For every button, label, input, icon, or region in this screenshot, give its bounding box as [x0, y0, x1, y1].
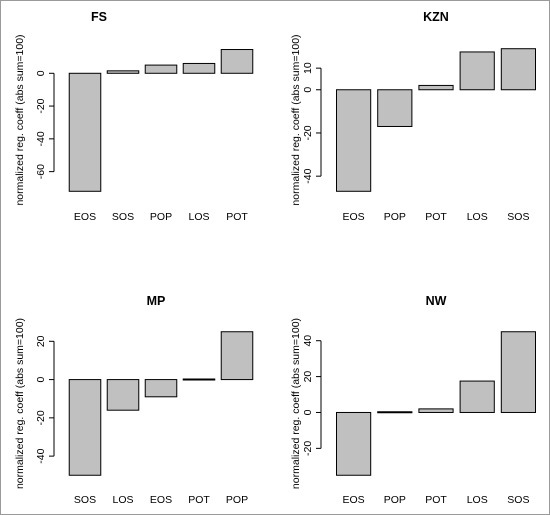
panel-title: KZN	[423, 10, 449, 24]
y-tick-label: 40	[302, 335, 314, 347]
bar-los	[459, 380, 495, 413]
x-category-label: EOS	[74, 211, 96, 223]
x-category-label: EOS	[150, 494, 172, 506]
bar-los	[182, 62, 216, 74]
y-tick-label: -40	[35, 131, 47, 146]
chart-panel-mp: MP normalized reg. coeff (abs sum=100) 20 0…	[14, 294, 254, 506]
x-category-label: LOS	[467, 494, 488, 506]
x-category-label: POP	[384, 211, 406, 223]
bar-los	[106, 379, 140, 411]
bar-eos	[336, 411, 372, 476]
panel-title: FS	[91, 10, 107, 24]
x-category-label: POP	[384, 494, 406, 506]
panel-title: MP	[147, 294, 166, 308]
x-category-label: POP	[226, 494, 248, 506]
y-tick-label: -40	[35, 448, 47, 463]
y-tick-label: 0	[302, 87, 314, 93]
bar-pot	[220, 49, 254, 74]
bar-los	[459, 51, 495, 91]
chart-panel-kzn: KZN normalized reg. coeff (abs sum=100) 10…	[290, 10, 536, 223]
y-tick-label: -20	[35, 98, 47, 113]
y-tick-label: -20	[302, 125, 314, 140]
y-tick-label: -40	[302, 168, 314, 183]
x-category-label: POT	[226, 211, 248, 223]
x-category-label: EOS	[343, 211, 365, 223]
bar-sos	[106, 70, 140, 74]
y-tick-label: -60	[35, 164, 47, 179]
y-axis-label: normalized reg. coeff (abs sum=100)	[290, 318, 302, 489]
bar-pot	[418, 84, 454, 91]
x-category-label: SOS	[507, 494, 529, 506]
x-category-label: SOS	[507, 211, 529, 223]
x-category-label: SOS	[112, 211, 134, 223]
x-category-label: POP	[150, 211, 172, 223]
y-tick-label: 10	[302, 62, 314, 74]
y-tick-label: -20	[35, 410, 47, 425]
chart-panel-fs: FS normalized reg. coeff (abs sum=100) 0 -2…	[14, 10, 254, 223]
bar-sos	[68, 379, 102, 476]
y-axis-label: normalized reg. coeff (abs sum=100)	[14, 318, 26, 489]
y-tick-label: -20	[302, 441, 314, 456]
bar-sos	[500, 48, 536, 91]
x-category-label: POT	[188, 494, 210, 506]
y-tick-label: 20	[35, 335, 47, 347]
chart-panel-nw: NW normalized reg. coeff (abs sum=100) 40 2…	[290, 294, 536, 506]
bar-pop	[377, 89, 413, 127]
bar-pop	[144, 64, 178, 74]
y-tick-label: 20	[302, 371, 314, 383]
bar-pop	[377, 411, 413, 414]
x-category-label: SOS	[74, 494, 96, 506]
y-tick-label: 0	[302, 409, 314, 415]
x-category-label: LOS	[188, 211, 209, 223]
bar-pot	[418, 408, 454, 413]
y-tick-label: 0	[35, 70, 47, 76]
y-axis-label: normalized reg. coeff (abs sum=100)	[14, 34, 26, 205]
bar-eos	[144, 379, 178, 398]
bar-pop	[220, 331, 254, 381]
x-category-label: POT	[425, 211, 447, 223]
bar-sos	[500, 331, 536, 413]
bar-eos	[68, 72, 102, 192]
bar-pot	[182, 378, 216, 381]
x-category-label: POT	[425, 494, 447, 506]
panel-title: NW	[426, 294, 447, 308]
y-tick-label: 0	[35, 377, 47, 383]
y-axis-label: normalized reg. coeff (abs sum=100)	[290, 34, 302, 205]
bar-eos	[336, 89, 372, 192]
x-category-label: EOS	[343, 494, 365, 506]
x-category-label: LOS	[467, 211, 488, 223]
x-category-label: LOS	[112, 494, 133, 506]
